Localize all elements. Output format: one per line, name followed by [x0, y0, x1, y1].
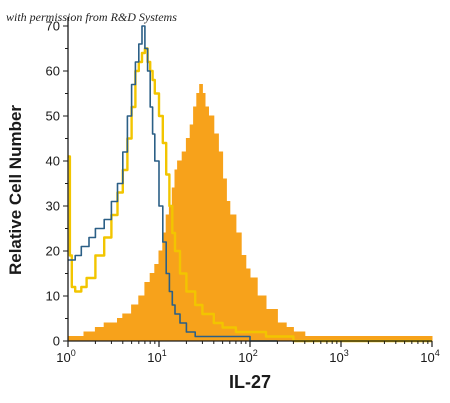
x-tick-label: 101 — [147, 348, 166, 365]
x-tick-label: 103 — [329, 348, 348, 365]
plot-area — [67, 25, 433, 343]
series-2-line-histogram — [68, 25, 278, 342]
credit-text: with permission from R&D Systems — [6, 10, 177, 24]
y-tick-label: 10 — [46, 289, 60, 304]
y-tick-label: 70 — [46, 19, 60, 34]
series-0-filled-histogram — [67, 84, 433, 342]
x-axis-label: IL-27 — [229, 372, 271, 392]
axes — [63, 17, 433, 347]
x-tick-label: 104 — [420, 348, 439, 365]
y-tick-label: 60 — [46, 64, 60, 79]
y-tick-label: 20 — [46, 244, 60, 259]
x-tick-label: 100 — [56, 348, 75, 365]
tick-labels: 0 10 20 30 40 50 60 70 100 101 102 103 104 — [46, 19, 440, 366]
y-tick-label: 30 — [46, 199, 60, 214]
series-1-line-histogram — [68, 47, 432, 343]
y-axis-label: Relative Cell Number — [6, 105, 25, 275]
y-tick-label: 50 — [46, 109, 60, 124]
y-tick-label: 0 — [53, 334, 60, 349]
y-tick-label: 40 — [46, 154, 60, 169]
x-tick-label: 102 — [238, 348, 257, 365]
